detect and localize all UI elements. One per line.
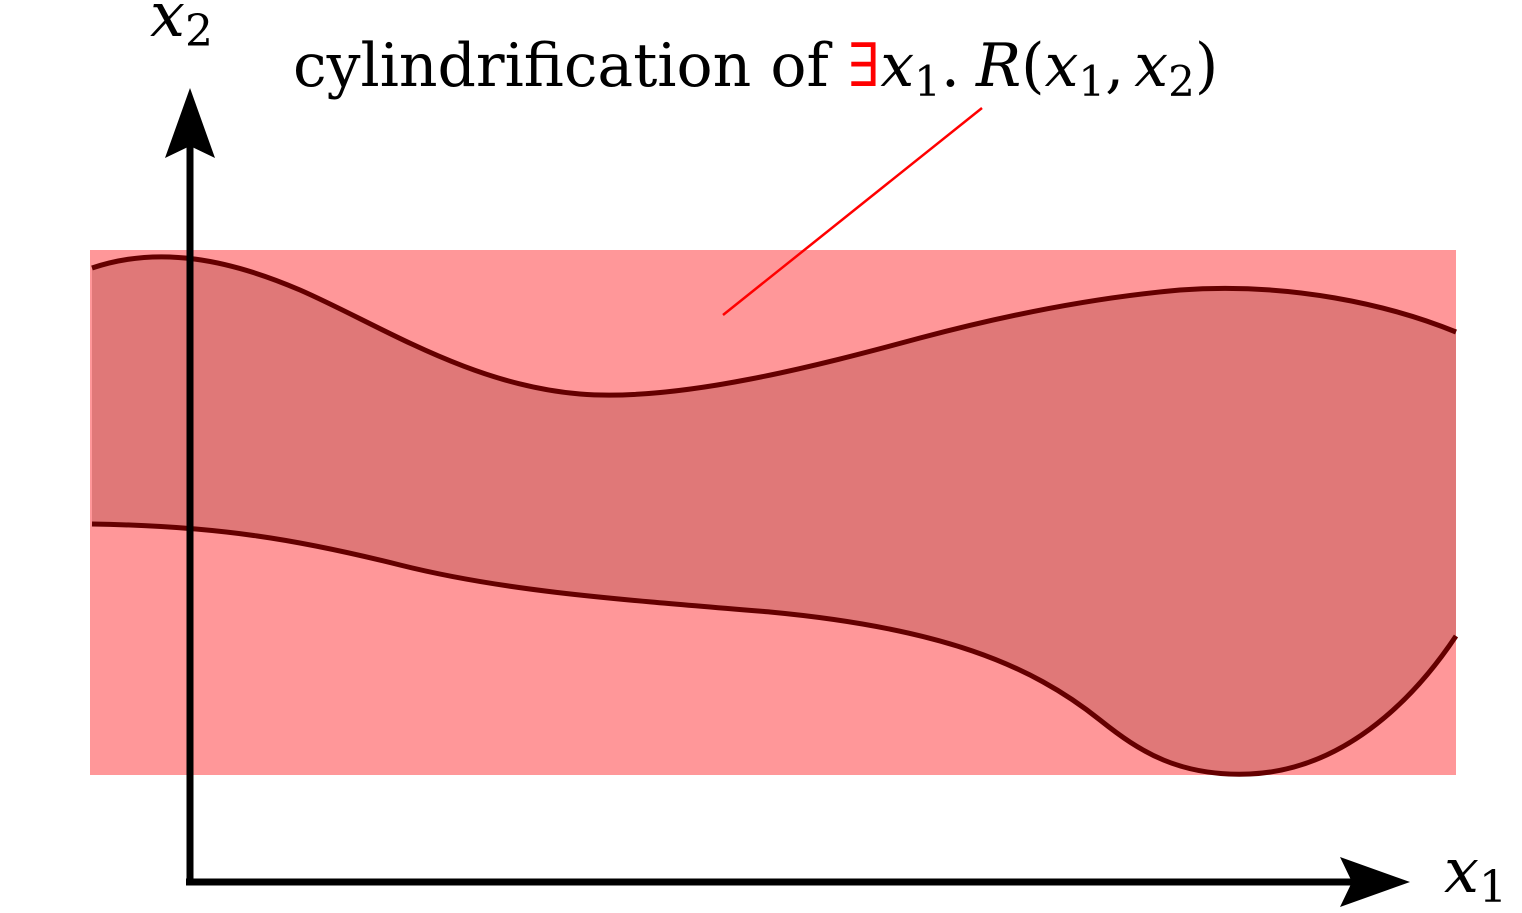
x1-axis-label-sub: 1 [1479, 862, 1507, 913]
relation-lower-boundary [91, 521, 1459, 777]
x2-axis-arrowhead [165, 88, 215, 158]
annotation-bound-var: x [880, 31, 914, 101]
annotation-arg1-var: x [1045, 31, 1079, 101]
annotation-relation: R [975, 31, 1021, 101]
annotation-bound-sub: 1 [914, 57, 941, 106]
annotation-quantifier: ∃ [848, 31, 881, 101]
annotation-leader-line [722, 107, 983, 316]
x1-axis-label-var: x [1444, 834, 1479, 907]
relation-upper-boundary [91, 254, 1457, 398]
annotation-comma: , [1105, 31, 1124, 101]
annotation-label: cylindrification of ∃x1. R(x1, x2) [293, 31, 1218, 106]
x1-axis-label: x1 [1444, 834, 1507, 913]
annotation-arg2-var: x [1134, 31, 1168, 101]
x1-axis-arrowhead [1340, 857, 1410, 907]
x2-axis-label: x2 [150, 0, 213, 57]
relation-region [92, 256, 1456, 775]
x2-axis-label-var: x [150, 0, 185, 51]
annotation-prefix: cylindrification of [293, 31, 848, 101]
annotation-open-paren: ( [1021, 31, 1044, 101]
annotation-dot: . [941, 31, 960, 101]
annotation-arg1-sub: 1 [1078, 57, 1105, 106]
annotation-close-paren: ) [1195, 31, 1218, 101]
x2-axis-label-sub: 2 [185, 6, 213, 57]
annotation-arg2-sub: 2 [1168, 57, 1195, 106]
